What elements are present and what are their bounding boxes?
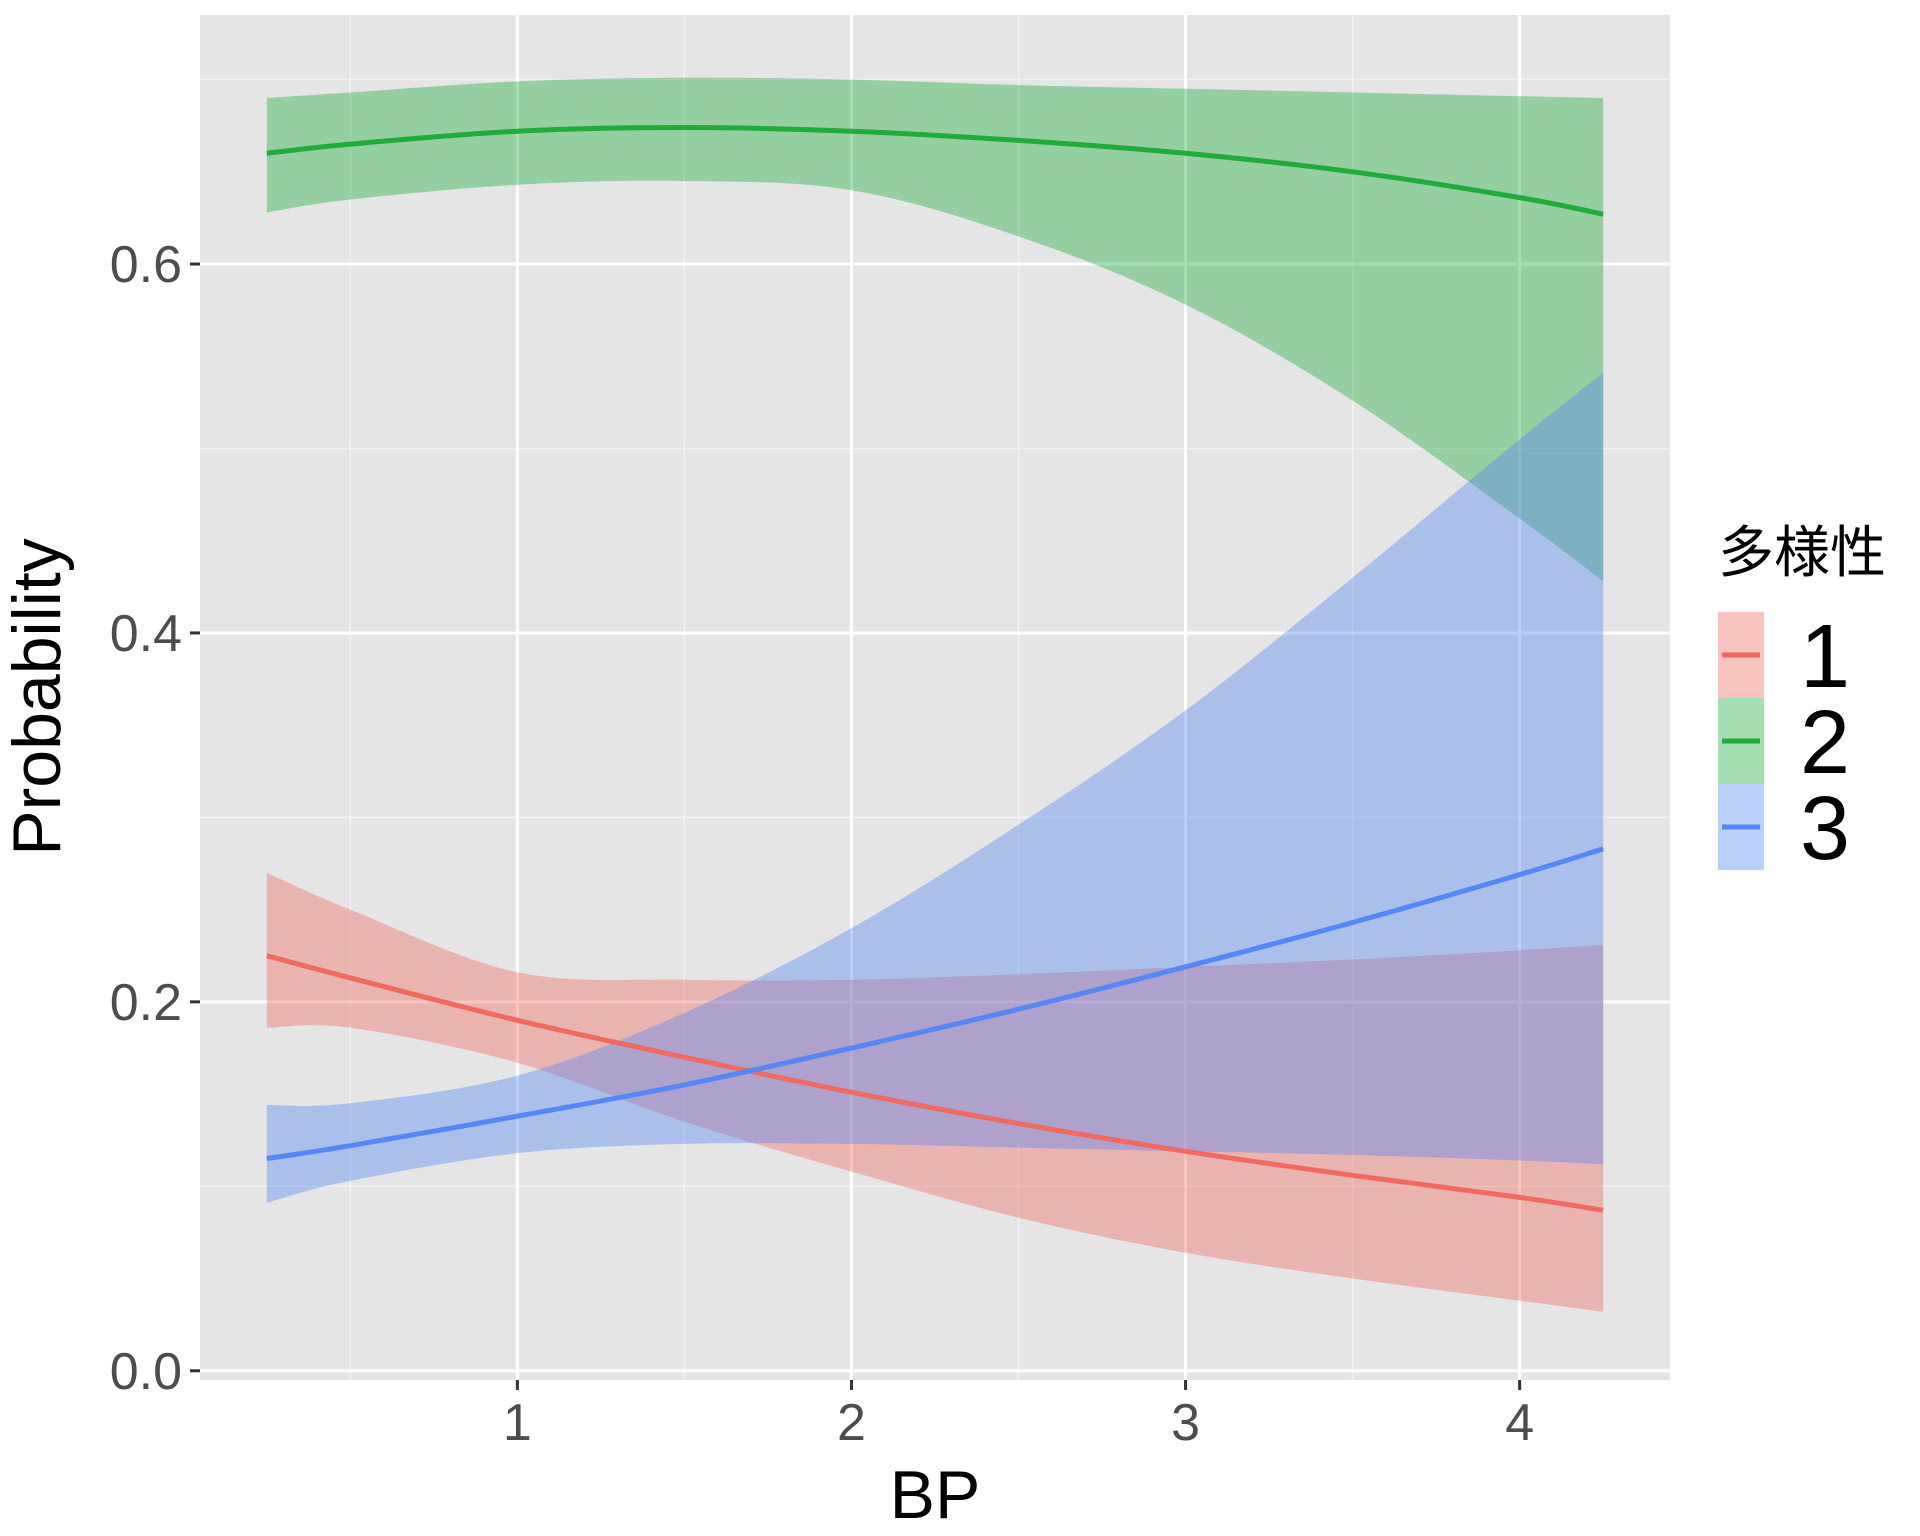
legend-title: 多様性 bbox=[1718, 521, 1886, 586]
confidence-ribbons bbox=[266, 77, 1604, 1312]
line-series-2 bbox=[266, 124, 1604, 217]
x-axis-title: BP bbox=[890, 1457, 981, 1533]
legend-label-2: 2 bbox=[1800, 693, 1850, 793]
y-tick-label: 0.4 bbox=[110, 605, 182, 663]
legend-label-3: 3 bbox=[1800, 779, 1850, 879]
x-tick-label: 1 bbox=[503, 1394, 532, 1452]
y-tick-label: 0.6 bbox=[110, 236, 182, 294]
x-tick-label: 4 bbox=[1505, 1394, 1534, 1452]
legend: 多様性 123 bbox=[1718, 521, 1886, 879]
line-series-1 bbox=[266, 953, 1604, 1213]
y-axis-title: Probability bbox=[0, 538, 75, 856]
y-tick-label: 0.2 bbox=[110, 974, 182, 1032]
ribbon-series-3 bbox=[266, 372, 1604, 1203]
series-lines bbox=[266, 124, 1604, 1213]
x-tick-label: 3 bbox=[1171, 1394, 1200, 1452]
legend-label-1: 1 bbox=[1800, 607, 1850, 707]
y-tick-label: 0.0 bbox=[110, 1343, 182, 1401]
x-tick-label: 2 bbox=[837, 1394, 866, 1452]
line-series-3 bbox=[266, 846, 1604, 1162]
ribbon-series-2 bbox=[266, 77, 1604, 582]
ribbon-series-1 bbox=[266, 872, 1604, 1312]
axes: 1 2 3 4 0.0 0.2 0.4 0.6 bbox=[110, 236, 1534, 1452]
minor-grid bbox=[200, 15, 1670, 1380]
plot-panel bbox=[200, 15, 1670, 1380]
